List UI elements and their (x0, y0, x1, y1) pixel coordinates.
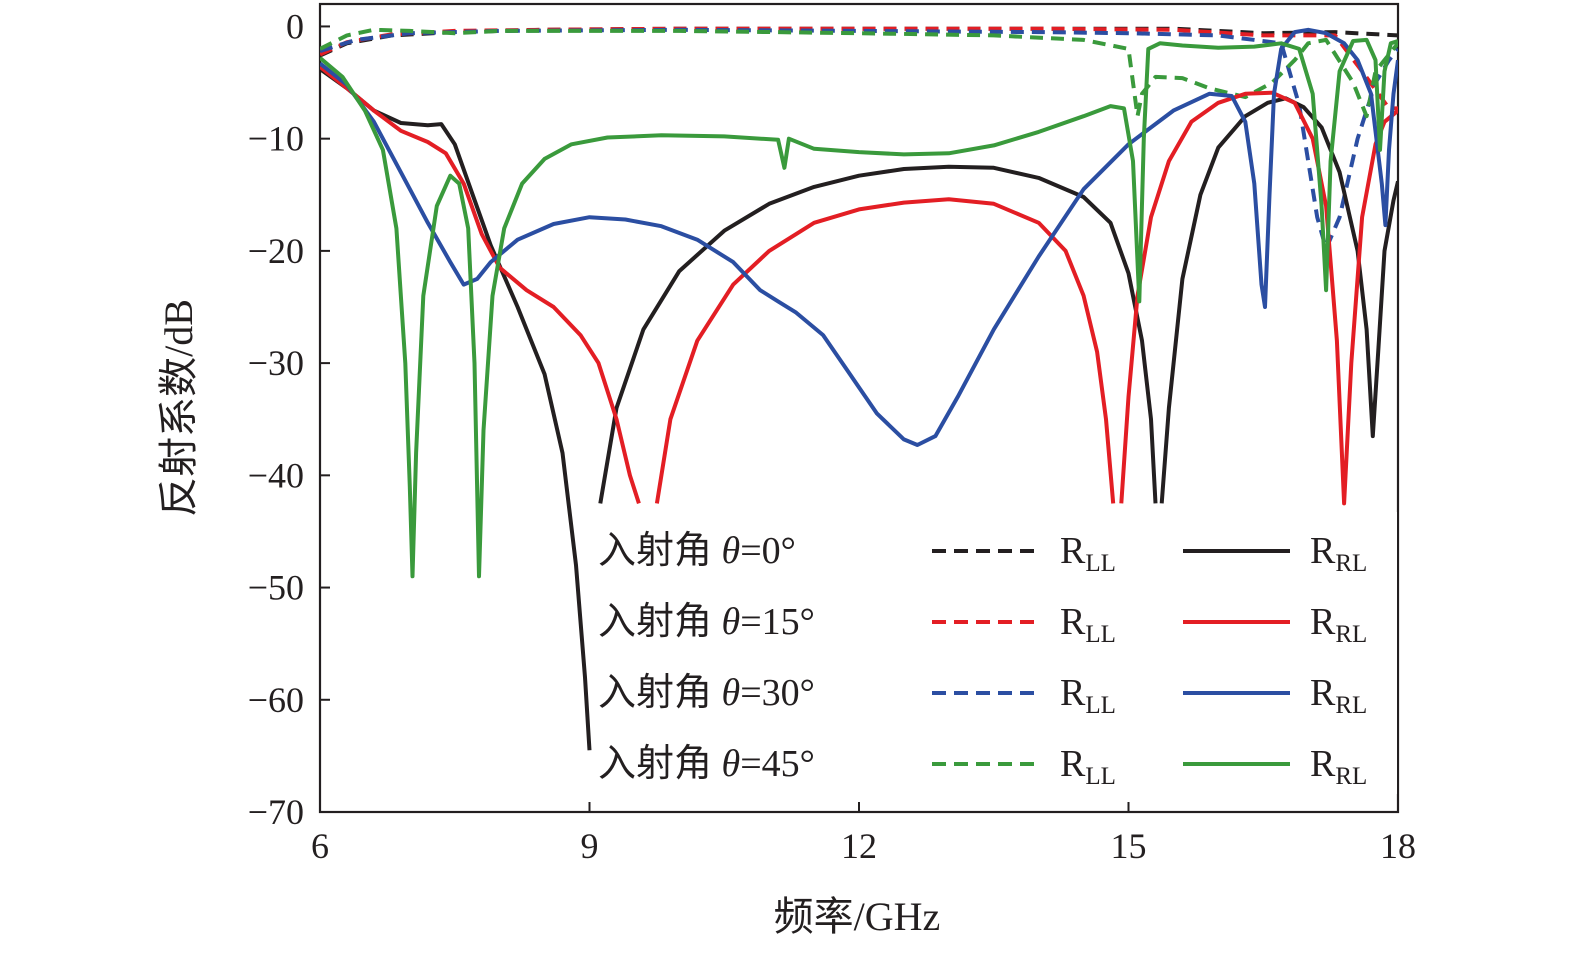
legend-rrl-label: RRL (1310, 601, 1367, 648)
legend-angle-label: 入射角 θ=15° (598, 601, 815, 643)
legend-rll-label: RLL (1060, 601, 1116, 648)
series-line-rll-theta-0 (320, 26, 1398, 58)
x-axis-ticks: 6 9 12 15 18 (311, 802, 1416, 866)
series-line-rrl-theta-45 (320, 37, 1398, 579)
y-tick-label: −10 (248, 119, 304, 159)
y-tick-label: −40 (248, 455, 304, 495)
legend-box (592, 512, 1397, 794)
series-layer (320, 26, 1398, 751)
x-tick-label: 9 (581, 826, 599, 866)
series-line-rrl-theta-0 (1159, 96, 1398, 504)
legend: 入射角 θ=0° RLL RRL 入射角 θ=15° RLL RRL 入射角 θ… (592, 512, 1397, 794)
y-axis-ticks: 0 −10 −20 −30 −40 −50 −60 −70 (248, 6, 330, 832)
y-tick-label: −50 (248, 568, 304, 608)
legend-angle-label: 入射角 θ=30° (598, 672, 815, 714)
series-line-rll-theta-30 (320, 27, 1398, 251)
legend-rrl-label: RRL (1310, 530, 1367, 577)
series-line-rll-theta-45 (320, 27, 1398, 119)
legend-rrl-label: RRL (1310, 743, 1367, 790)
y-tick-label: −20 (248, 231, 304, 271)
series-line-rrl-theta-0 (320, 67, 592, 751)
y-tick-label: −60 (248, 680, 304, 720)
legend-angle-label: 入射角 θ=0° (598, 530, 796, 572)
x-tick-label: 6 (311, 826, 329, 866)
x-tick-label: 18 (1380, 826, 1416, 866)
legend-angle-label: 入射角 θ=45° (598, 743, 815, 785)
legend-row-0: 入射角 θ=0° RLL RRL (598, 530, 1367, 577)
y-tick-label: 0 (286, 6, 304, 46)
series-line-rrl-theta-15 (1119, 90, 1398, 506)
series-line-rrl-theta-0 (598, 164, 1158, 504)
x-tick-label: 12 (841, 826, 877, 866)
legend-row-3: 入射角 θ=45° RLL RRL (598, 743, 1367, 790)
series-line-rrl-theta-15 (320, 65, 641, 505)
x-axis-title: 频率/GHz (774, 894, 941, 939)
legend-row-1: 入射角 θ=15° RLL RRL (598, 601, 1367, 648)
legend-rll-label: RLL (1060, 743, 1116, 790)
x-tick-label: 15 (1111, 826, 1147, 866)
legend-rll-label: RLL (1060, 530, 1116, 577)
y-tick-label: −30 (248, 343, 304, 383)
y-tick-label: −70 (248, 792, 304, 832)
legend-rll-label: RLL (1060, 672, 1116, 719)
legend-rrl-label: RRL (1310, 672, 1367, 719)
legend-row-2: 入射角 θ=30° RLL RRL (598, 672, 1367, 719)
y-axis-title: 反射系数/dB (156, 299, 201, 517)
series-line-rrl-theta-15 (654, 197, 1116, 504)
